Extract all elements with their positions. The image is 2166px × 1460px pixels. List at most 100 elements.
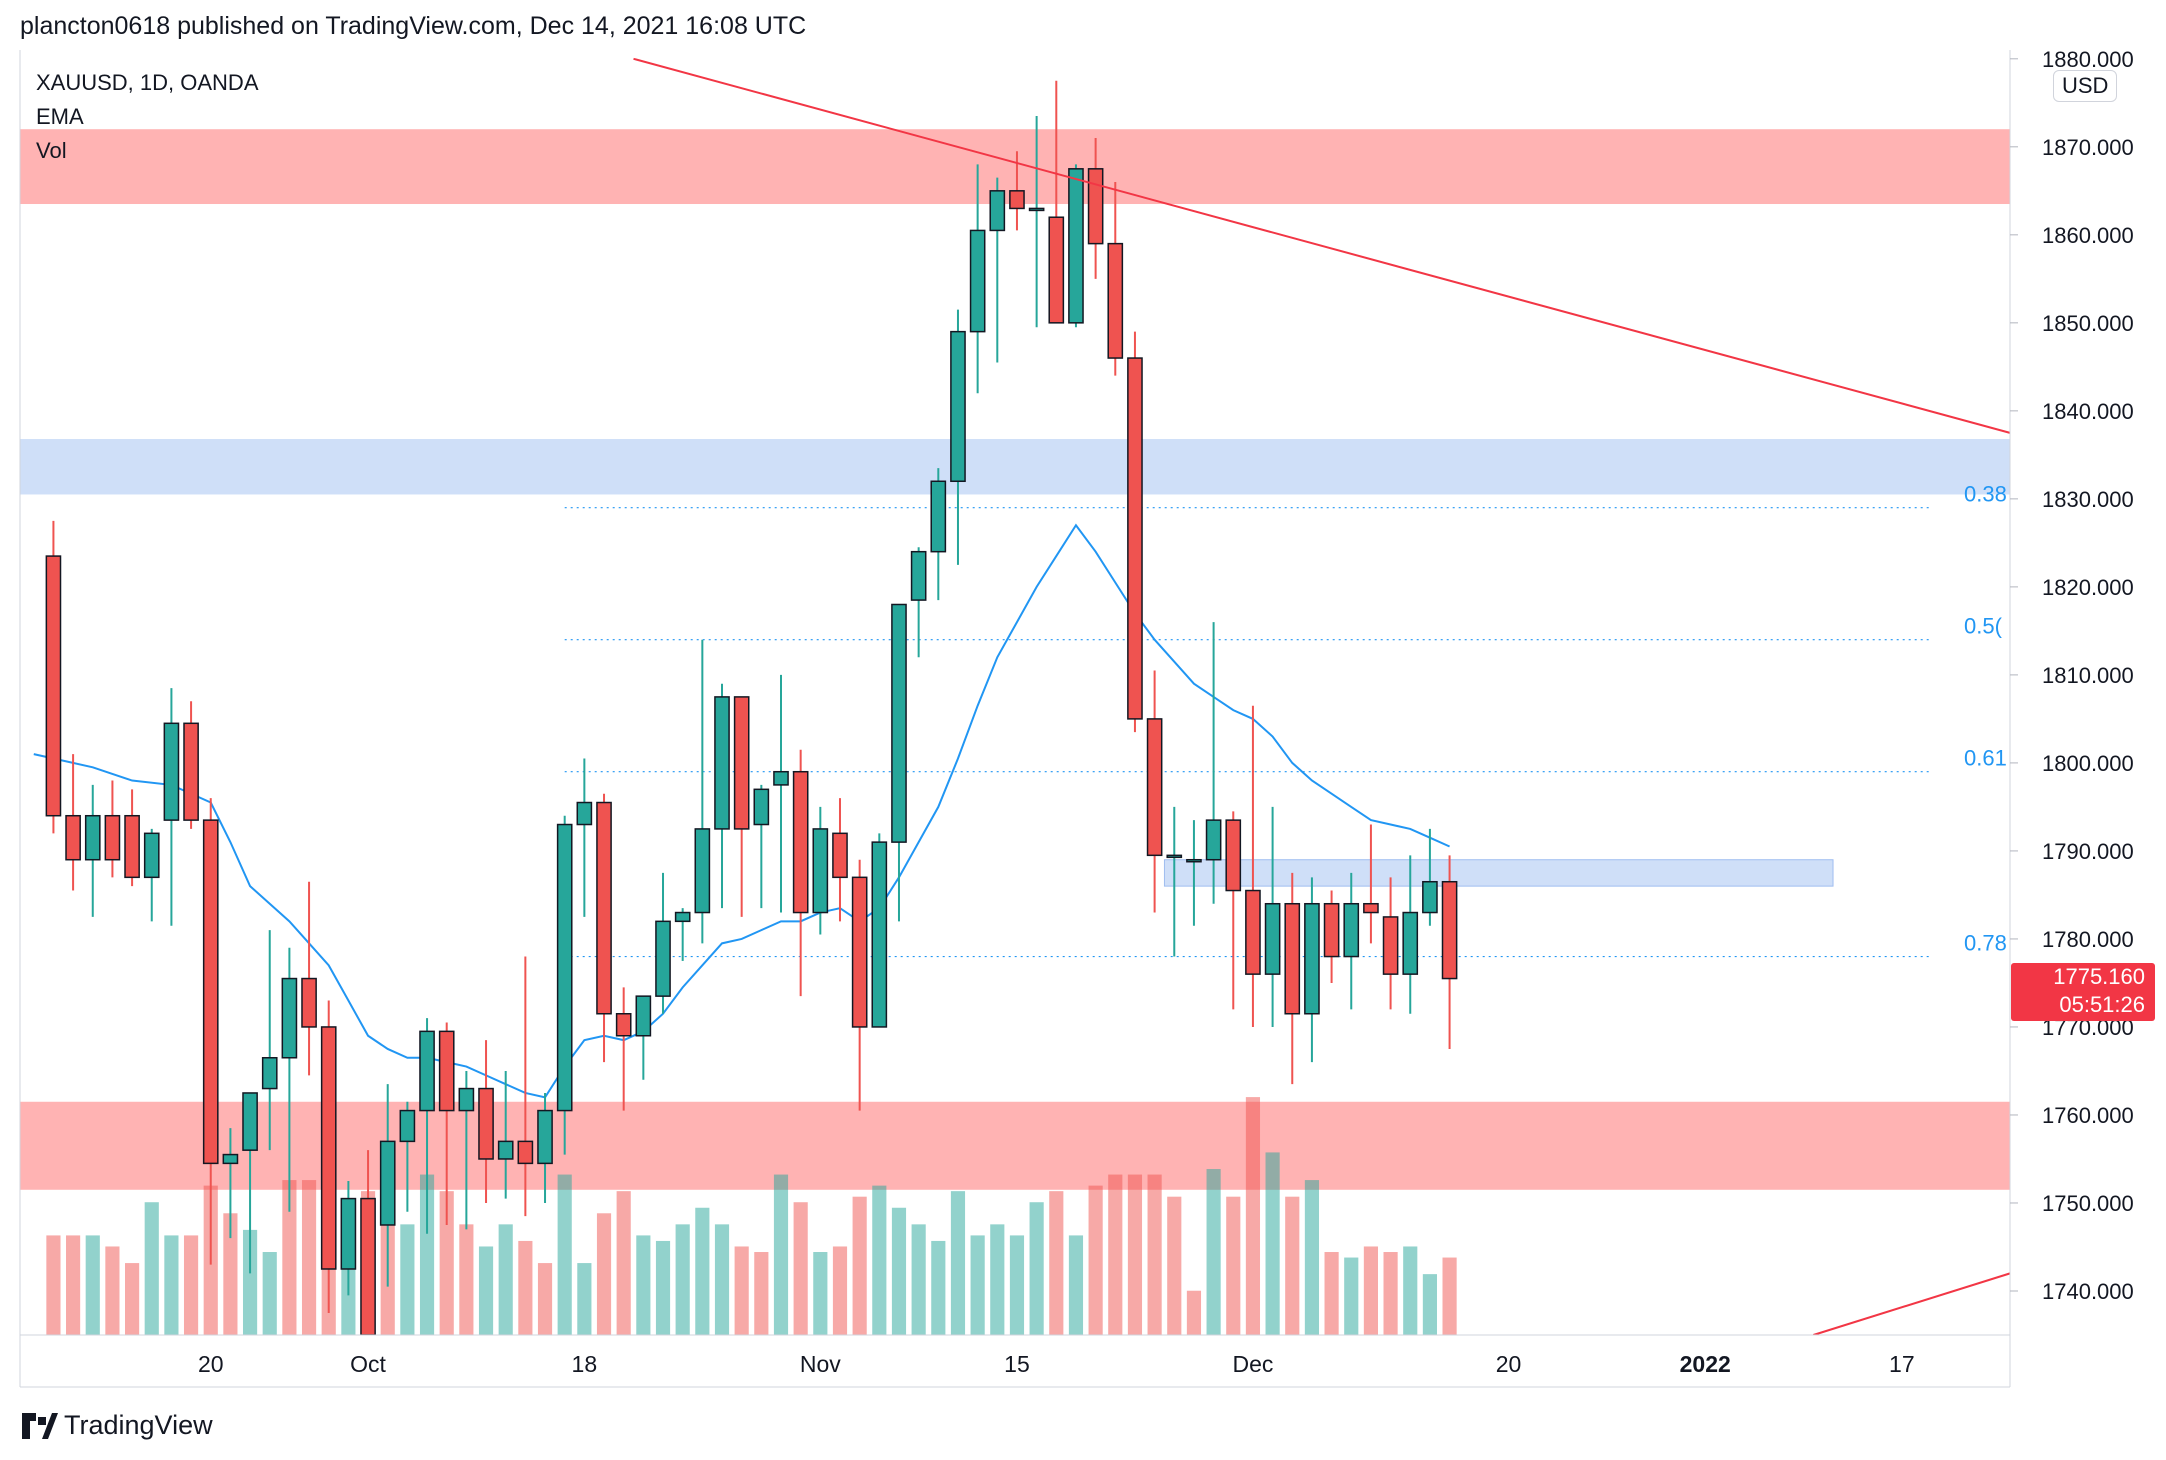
- volume-bar: [695, 1207, 710, 1335]
- currency-button[interactable]: USD: [2053, 70, 2118, 102]
- tradingview-logo-icon: [22, 1412, 58, 1439]
- volume-bar: [282, 1180, 297, 1335]
- candle-body: [242, 1092, 258, 1151]
- candle-body: [1284, 902, 1301, 1015]
- candle: [1107, 182, 1124, 376]
- candle: [163, 688, 180, 926]
- candle-body: [1048, 216, 1065, 324]
- legend-symbol[interactable]: XAUUSD, 1D, OANDA: [36, 70, 259, 95]
- candle: [1264, 806, 1281, 1027]
- candle: [714, 683, 730, 909]
- fib-level-label: 0.78: [1964, 931, 2007, 956]
- volume-bar: [1167, 1196, 1182, 1335]
- x-tick-label: Dec: [1232, 1351, 1273, 1377]
- candle-body: [615, 1013, 632, 1037]
- candle-body: [163, 722, 180, 821]
- candle: [773, 674, 789, 913]
- candle-body: [517, 1140, 534, 1165]
- footer-brand-label: TradingView: [64, 1410, 213, 1440]
- volume-bar: [1383, 1252, 1398, 1335]
- candle-body: [458, 1087, 475, 1112]
- legend-ema[interactable]: EMA: [36, 104, 84, 129]
- candle-body: [596, 801, 612, 1015]
- candle: [871, 833, 888, 1028]
- candle-body: [1146, 718, 1163, 857]
- volume-bar: [636, 1235, 651, 1335]
- footer-brand[interactable]: TradingView: [22, 1410, 213, 1441]
- candle-body: [281, 977, 298, 1059]
- candle: [242, 1092, 258, 1274]
- candle: [851, 859, 868, 1111]
- legend-vol[interactable]: Vol: [36, 138, 67, 163]
- candle: [124, 789, 140, 887]
- fib-level-label: 0.61: [1964, 746, 2007, 771]
- volume-bar: [675, 1224, 690, 1335]
- candle: [1166, 806, 1183, 957]
- volume-bar: [1344, 1257, 1359, 1335]
- candle: [65, 754, 81, 891]
- candle: [694, 639, 711, 944]
- x-tick-label: Nov: [800, 1351, 841, 1377]
- candle: [1146, 670, 1163, 913]
- y-tick-label: 1790.000: [2042, 839, 2134, 864]
- fib-level-label: 0.38: [1964, 482, 2007, 507]
- candle-body: [143, 832, 160, 879]
- candle-body: [753, 788, 770, 826]
- volume-bar: [419, 1174, 435, 1335]
- candle: [1343, 872, 1360, 1010]
- candle: [753, 784, 770, 909]
- candle-body: [871, 841, 888, 1028]
- candle-body: [930, 480, 947, 553]
- candle: [537, 1092, 553, 1203]
- publish-header: plancton0618 published on TradingView.co…: [20, 12, 807, 40]
- volume-bar: [1363, 1246, 1378, 1335]
- volume-bar: [1088, 1185, 1103, 1335]
- volume-bar: [891, 1207, 907, 1335]
- candle-body: [84, 814, 101, 861]
- volume-bar: [950, 1191, 966, 1335]
- candle: [399, 1101, 416, 1212]
- volume-bar: [754, 1252, 769, 1335]
- candle-body: [832, 832, 848, 879]
- candle-body: [1402, 911, 1419, 975]
- y-tick-label: 1860.000: [2042, 223, 2134, 248]
- candle-body: [891, 603, 907, 843]
- volume-bar: [557, 1174, 572, 1335]
- volume-bar: [714, 1224, 730, 1335]
- volume-bar: [242, 1229, 258, 1335]
- volume-bar: [400, 1224, 415, 1335]
- candle-body: [1363, 902, 1379, 914]
- candle-body: [1028, 207, 1045, 212]
- candle-body: [438, 1030, 455, 1112]
- candle: [45, 520, 62, 834]
- volume-bar: [498, 1224, 513, 1335]
- candle: [1009, 151, 1025, 231]
- volume-bar: [1186, 1290, 1202, 1335]
- candle: [891, 603, 907, 922]
- candle: [615, 987, 632, 1111]
- candle: [379, 1084, 396, 1287]
- volume-bar: [1285, 1196, 1300, 1335]
- candle-body: [1009, 190, 1025, 210]
- candle-body: [320, 1026, 337, 1270]
- candle-body: [419, 1030, 435, 1112]
- volume-bar: [1324, 1252, 1339, 1335]
- candle-body: [969, 229, 986, 333]
- y-tick-label: 1750.000: [2042, 1191, 2134, 1216]
- y-tick-label: 1740.000: [2042, 1279, 2134, 1304]
- volume-bar: [1068, 1235, 1084, 1335]
- candle: [674, 908, 691, 961]
- volume-bar: [577, 1263, 592, 1335]
- last-price: 1775.160: [2053, 964, 2145, 989]
- candle-body: [674, 911, 691, 923]
- candle-body: [1323, 902, 1340, 958]
- volume-bar: [66, 1235, 81, 1335]
- candle: [1245, 705, 1261, 1027]
- candle-body: [360, 1197, 376, 1336]
- candle: [576, 758, 593, 917]
- candle: [596, 793, 612, 1063]
- candle: [1382, 877, 1399, 1010]
- y-tick-label: 1840.000: [2042, 399, 2134, 424]
- candle-body: [1382, 916, 1399, 975]
